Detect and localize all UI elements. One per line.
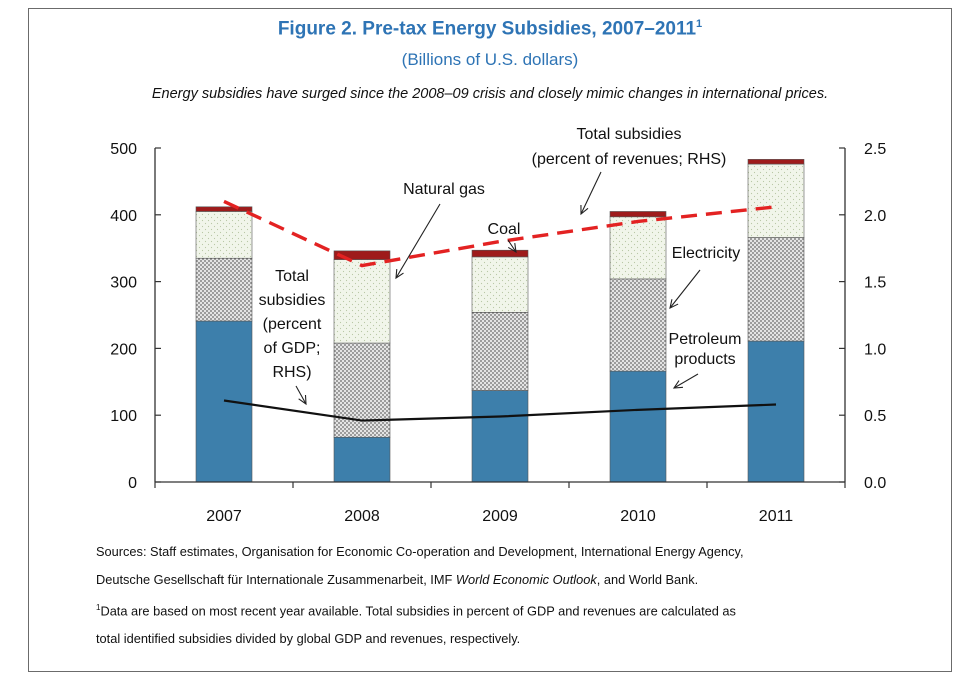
gdp-share-line <box>223 399 777 422</box>
x-tick-label: 2009 <box>482 508 518 525</box>
label-gdp-share: (percent <box>263 316 322 333</box>
sources-tail: , and World Bank. <box>596 572 699 587</box>
left-tick-label: 400 <box>110 208 137 225</box>
bar-electricity <box>471 312 529 391</box>
label-natural-gas: Natural gas <box>403 181 485 198</box>
annotations: Natural gas Coal Electricity Petroleum produ… <box>259 126 742 406</box>
right-tick-label: 1.5 <box>864 275 886 292</box>
label-gdp-share: of GDP; <box>264 340 321 357</box>
label-gdp-share: Total <box>275 268 309 285</box>
bar-coal <box>747 159 805 165</box>
arrow-natural-gas-head <box>395 268 404 280</box>
left-tick-label: 500 <box>110 141 137 158</box>
label-electricity: Electricity <box>672 245 740 262</box>
bar-coal <box>471 249 529 258</box>
bar-coal <box>195 206 253 212</box>
footnote-mark: 1 <box>96 603 101 612</box>
bar-petroleum <box>471 390 529 483</box>
figure-headline: Energy subsidies have surged since the 2… <box>151 86 829 102</box>
label-petroleum-1: Petroleum <box>669 331 742 348</box>
left-tick-label: 0 <box>128 475 137 492</box>
label-gdp-share: RHS) <box>272 364 311 381</box>
revenue-share-line <box>223 199 777 268</box>
arrow-revenue-share <box>580 171 602 215</box>
arrow-gdp-share <box>295 385 307 405</box>
bar-natural-gas <box>471 256 529 313</box>
arrow-petroleum-head <box>672 380 684 389</box>
bar-electricity <box>195 257 253 322</box>
figure-title-text: Figure 2. Pre-tax Energy Subsidies, 2007… <box>277 18 697 40</box>
figure-title: Figure 2. Pre-tax Energy Subsidies, 2007… <box>0 18 980 40</box>
arrow-electricity <box>669 269 701 309</box>
weo-title: World Economic Outlook <box>455 572 597 587</box>
bar-natural-gas <box>195 211 253 259</box>
bar-electricity <box>609 278 667 372</box>
label-gdp-share: subsidies <box>259 292 326 309</box>
arrow-revenue-share-head <box>580 204 589 216</box>
right-tick-label: 1.0 <box>864 341 886 358</box>
bar-coal <box>333 250 391 260</box>
label-revenue-share-1: Total subsidies <box>577 126 682 143</box>
figure-notes: Sources: Staff estimates, Organisation f… <box>96 538 926 653</box>
sources-line-1: Sources: Staff estimates, Organisation f… <box>96 544 744 559</box>
left-tick-label: 100 <box>110 408 137 425</box>
title-footnote-mark: 1 <box>696 18 703 30</box>
left-y-axis: 0 100 200 300 400 500 <box>110 141 161 492</box>
x-tick-label: 2010 <box>620 508 656 525</box>
sources-text: Deutsche Gesellschaft für Internationale… <box>96 572 456 587</box>
arrow-coal-head <box>507 243 517 254</box>
bar-natural-gas <box>747 163 805 238</box>
arrow-natural-gas <box>395 203 441 279</box>
right-tick-label: 2.0 <box>864 208 886 225</box>
bar-electricity <box>747 237 805 342</box>
arrow-petroleum <box>673 373 699 389</box>
x-axis: 2007 2008 2009 2010 2011 <box>154 481 846 525</box>
right-tick-label: 0.5 <box>864 408 886 425</box>
bar-petroleum <box>609 370 667 483</box>
figure-subtitle: (Billions of U.S. dollars) <box>401 50 579 69</box>
label-coal: Coal <box>488 221 521 238</box>
label-revenue-share-2: (percent of revenues; RHS) <box>532 151 727 168</box>
right-y-axis: 0.0 0.5 1.0 1.5 2.0 2.5 <box>839 141 886 492</box>
right-tick-label: 0.0 <box>864 475 886 492</box>
bar-electricity <box>333 342 391 438</box>
arrow-gdp-share-head <box>298 394 307 406</box>
sources-line-2: Deutsche Gesellschaft für Internationale… <box>96 566 926 594</box>
footnote-text: Data are based on most recent year avail… <box>100 603 736 619</box>
bar-petroleum <box>333 436 391 483</box>
left-tick-label: 300 <box>110 275 137 292</box>
arrow-coal <box>507 239 517 253</box>
footnote-line-2: total identified subsidies divided by gl… <box>96 631 521 647</box>
arrow-electricity-head <box>669 299 679 309</box>
figure-frame <box>28 8 952 672</box>
bar-petroleum <box>747 340 805 483</box>
left-tick-label: 200 <box>110 341 137 358</box>
bar-natural-gas <box>333 259 391 344</box>
label-petroleum-2: products <box>674 351 735 368</box>
x-tick-label: 2011 <box>759 508 794 525</box>
line-series <box>223 199 777 422</box>
x-tick-label: 2008 <box>344 508 380 525</box>
x-tick-label: 2007 <box>206 508 242 525</box>
right-tick-label: 2.5 <box>864 141 886 158</box>
bar-coal <box>609 211 667 218</box>
bar-natural-gas <box>609 216 667 280</box>
footnote-line-1: 1Data are based on most recent year avai… <box>96 594 926 625</box>
